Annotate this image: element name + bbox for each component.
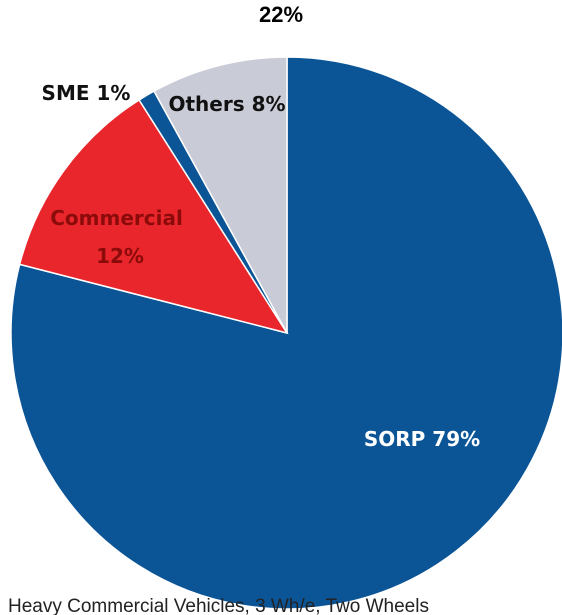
- slice-label-commercial-name: Commercial: [50, 206, 183, 230]
- pie-slice-commercial: [18, 98, 289, 335]
- pie-labels: SORP 79% Commercial 12% SME 1% Others 8%: [42, 81, 481, 451]
- slice-label-commercial-value: 12%: [96, 244, 144, 268]
- bottom-caption: Heavy Commercial Vehicles, 3 Wh/e, Two W…: [8, 596, 429, 615]
- top-percentage-label: 22%: [258, 2, 304, 27]
- slice-label-sorp: SORP 79%: [364, 427, 480, 451]
- slice-label-commercial: Commercial 12%: [50, 206, 190, 268]
- pie-slice-others: [153, 56, 288, 334]
- slice-label-sme: SME 1%: [42, 81, 131, 105]
- slice-label-others: Others 8%: [168, 92, 285, 116]
- pie-slices: [10, 56, 562, 610]
